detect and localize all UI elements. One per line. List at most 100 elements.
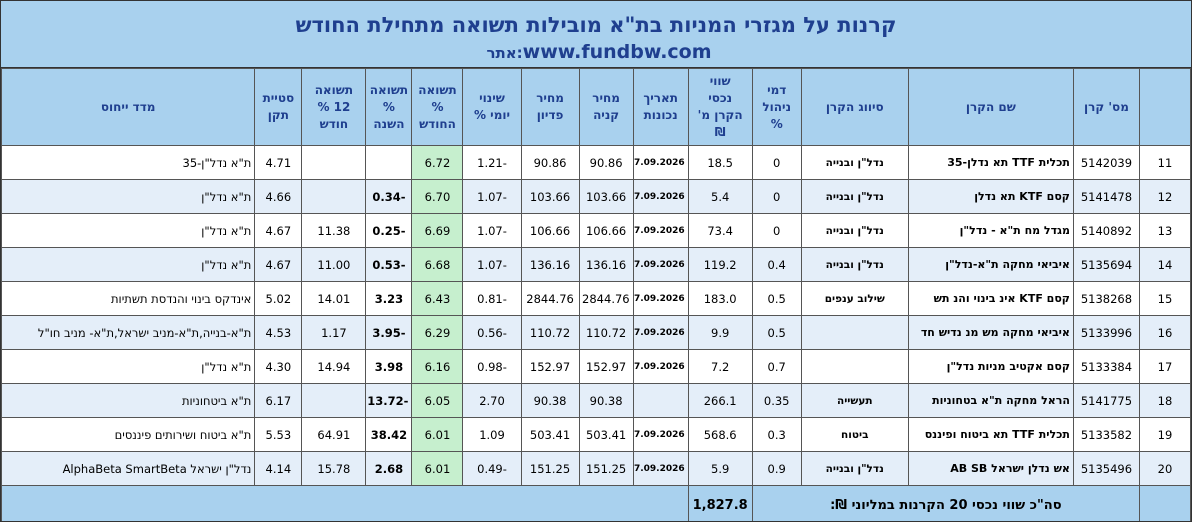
cell: 20 bbox=[1138, 451, 1191, 486]
site-link[interactable]: www.fundbw.com bbox=[522, 41, 712, 63]
cell: 503.41 bbox=[578, 417, 634, 452]
cell: 0 bbox=[751, 213, 802, 248]
cell: 6.72 bbox=[411, 145, 464, 180]
cell bbox=[301, 145, 367, 180]
cell bbox=[301, 383, 367, 418]
cell: ת"א-בנייה,ת"א-מניב ישראל,ת"א- מניב חו"ל bbox=[1, 315, 256, 350]
cell: 6.01 bbox=[411, 417, 464, 452]
cell: -0.81 bbox=[462, 281, 522, 316]
cell bbox=[632, 383, 689, 418]
cell: נדל"ן ישראל AlphaBeta SmartBeta bbox=[1, 451, 256, 486]
cell: 5141775 bbox=[1072, 383, 1140, 418]
cell bbox=[800, 349, 909, 384]
cell: 16 bbox=[1138, 315, 1191, 350]
cell: 6.70 bbox=[411, 179, 464, 214]
cell: 90.38 bbox=[520, 383, 580, 418]
cell: 0.3 bbox=[751, 417, 802, 452]
cell: 4.67 bbox=[254, 213, 303, 248]
cell: 6.17 bbox=[254, 383, 303, 418]
cell bbox=[365, 145, 413, 180]
cell bbox=[301, 179, 367, 214]
cell: 266.1 bbox=[687, 383, 753, 418]
cell: ת"א ביטחוניות bbox=[1, 383, 256, 418]
cell: נדל"ן ובנייה bbox=[800, 179, 909, 214]
column-header: מדד ייחוס bbox=[1, 68, 256, 146]
cell: קסם KTF אינ בינוי והנ תש bbox=[907, 281, 1074, 316]
cell: נדל"ן ובנייה bbox=[800, 247, 909, 282]
cell: 6.68 bbox=[411, 247, 464, 282]
cell: 2844.76 bbox=[520, 281, 580, 316]
fund-row: 17 5133384 קסם אקטיב מניות נדל"ן 0.7 7.2 07.0… bbox=[1, 349, 1191, 384]
cell: 0.4 bbox=[751, 247, 802, 282]
cell: אש נדלן ישראל AB SB bbox=[907, 451, 1074, 486]
cell: איביאי מחקה מש מנ נדיש חד bbox=[907, 315, 1074, 350]
cell: 119.2 bbox=[687, 247, 753, 282]
cell: 11 bbox=[1138, 145, 1191, 180]
cell: 568.6 bbox=[687, 417, 753, 452]
column-header: מחיר קניה bbox=[578, 68, 634, 146]
cell: איביאי מחקה ת"א-נדל"ן bbox=[907, 247, 1074, 282]
cell: 6.01 bbox=[411, 451, 464, 486]
column-header: שווי נכסי הקרן מ' ₪ bbox=[687, 68, 753, 146]
cell: 5.02 bbox=[254, 281, 303, 316]
cell: -0.98 bbox=[462, 349, 522, 384]
fund-row: 18 5141775 הראל מחקה ת"א בטחוניות תעשייה 0.3… bbox=[1, 383, 1191, 418]
cell: 07.09.2026 bbox=[632, 145, 689, 180]
fund-row: 19 5133582 תכלית TTF תא ביטוח ופיננס ביטוח 0… bbox=[1, 417, 1191, 452]
fund-row: 16 5133996 איביאי מחקה מש מנ נדיש חד 0.5 9.9… bbox=[1, 315, 1191, 350]
cell: 11.00 bbox=[301, 247, 367, 282]
cell: 6.16 bbox=[411, 349, 464, 384]
fund-row: 12 5141478 קסם KTF תא נדלן נדל"ן ובנייה 0 5.4… bbox=[1, 179, 1191, 214]
cell: ת"א נדל"ן bbox=[1, 213, 256, 248]
cell: 5133582 bbox=[1072, 417, 1140, 452]
cell: 5140892 bbox=[1072, 213, 1140, 248]
cell: 90.86 bbox=[520, 145, 580, 180]
cell: 12 bbox=[1138, 179, 1191, 214]
cell: נדל"ן ובנייה bbox=[800, 145, 909, 180]
cell: 4.67 bbox=[254, 247, 303, 282]
cell: 5133996 bbox=[1072, 315, 1140, 350]
cell: -1.07 bbox=[462, 179, 522, 214]
column-header: תשואה 12 % חודש bbox=[301, 68, 367, 146]
cell: 6.43 bbox=[411, 281, 464, 316]
column-header: שם הקרן bbox=[907, 68, 1074, 146]
cell: 4.14 bbox=[254, 451, 303, 486]
cell: 5141478 bbox=[1072, 179, 1140, 214]
cell: מגדל מח ת"א - נדל"ן bbox=[907, 213, 1074, 248]
cell: 5135694 bbox=[1072, 247, 1140, 282]
cell: 14 bbox=[1138, 247, 1191, 282]
cell: 07.09.2026 bbox=[632, 349, 689, 384]
cell: 18 bbox=[1138, 383, 1191, 418]
cell: 07.09.2026 bbox=[632, 213, 689, 248]
cell: 503.41 bbox=[520, 417, 580, 452]
cell: 07.09.2026 bbox=[632, 451, 689, 486]
cell: 5.9 bbox=[687, 451, 753, 486]
cell: שילוב ענפים bbox=[800, 281, 909, 316]
cell: תעשייה bbox=[800, 383, 909, 418]
cell: ת"א נדל"ן-35 bbox=[1, 145, 256, 180]
cell: 1.09 bbox=[462, 417, 522, 452]
cell: 1.17 bbox=[301, 315, 367, 350]
column-header: מס' קרן bbox=[1072, 68, 1140, 146]
cell: 3.98 bbox=[365, 349, 413, 384]
fund-row: 11 5142039 תכלית TTF תא נדלן-35 נדל"ן ובניי… bbox=[1, 145, 1191, 180]
cell: 13 bbox=[1138, 213, 1191, 248]
cell: 5.53 bbox=[254, 417, 303, 452]
cell: -0.34 bbox=[365, 179, 413, 214]
cell: 151.25 bbox=[520, 451, 580, 486]
cell: 17 bbox=[1138, 349, 1191, 384]
cell: קסם KTF תא נדלן bbox=[907, 179, 1074, 214]
cell: 11.38 bbox=[301, 213, 367, 248]
cell: קסם אקטיב מניות נדל"ן bbox=[907, 349, 1074, 384]
cell: 152.97 bbox=[578, 349, 634, 384]
cell: 0.9 bbox=[751, 451, 802, 486]
column-header: מחיר פדיון bbox=[520, 68, 580, 146]
footer-cell bbox=[1, 485, 689, 521]
cell: 151.25 bbox=[578, 451, 634, 486]
cell: -1.07 bbox=[462, 247, 522, 282]
cell: 0 bbox=[751, 145, 802, 180]
cell: 5142039 bbox=[1072, 145, 1140, 180]
cell: 2844.76 bbox=[578, 281, 634, 316]
cell: ת"א ביטוח ושירותים פיננסים bbox=[1, 417, 256, 452]
cell: 103.66 bbox=[520, 179, 580, 214]
